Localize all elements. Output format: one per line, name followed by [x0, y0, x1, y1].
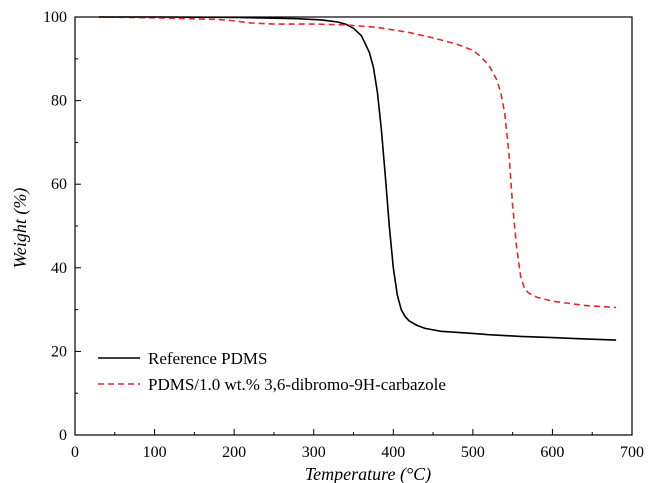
plot-frame	[74, 16, 633, 436]
x-tick-label: 400	[381, 444, 405, 461]
x-tick-label: 300	[302, 444, 326, 461]
y-tick-label: 40	[51, 260, 67, 277]
y-tick-label: 60	[51, 176, 67, 193]
series-line-pdms-carbazole	[98, 16, 617, 309]
series-layer	[98, 16, 617, 341]
x-tick-label: 700	[620, 444, 644, 461]
y-axis-title: Weight (%)	[10, 188, 31, 269]
legend: Reference PDMS PDMS/1.0 wt.% 3,6-dibromo…	[98, 349, 446, 394]
x-tick-label: 0	[71, 444, 79, 461]
y-tick-label: 20	[51, 343, 67, 360]
y-tick-label: 100	[43, 9, 67, 26]
y-tick-label: 80	[51, 93, 67, 110]
legend-label-pdms-carbazole: PDMS/1.0 wt.% 3,6-dibromo-9H-carbazole	[148, 375, 446, 394]
y-tick-label: 0	[59, 427, 67, 444]
x-tick-label: 100	[143, 444, 167, 461]
series-line-reference-pdms	[98, 16, 617, 341]
x-tick-label: 500	[461, 444, 485, 461]
x-tick-label: 600	[540, 444, 564, 461]
x-axis-ticks: 0 100 200 300 400 500 600 700	[71, 429, 644, 461]
x-axis-title: Temperature (°C)	[305, 464, 431, 483]
x-tick-label: 200	[222, 444, 246, 461]
legend-label-reference-pdms: Reference PDMS	[148, 349, 267, 368]
y-axis-ticks: 0 20 40 60 80 100	[43, 9, 81, 444]
